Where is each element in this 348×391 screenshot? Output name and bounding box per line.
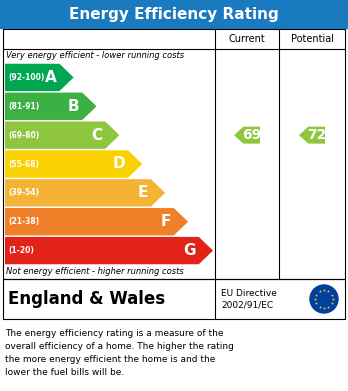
Polygon shape (5, 208, 188, 235)
Text: G: G (183, 243, 196, 258)
Text: EU Directive
2002/91/EC: EU Directive 2002/91/EC (221, 289, 277, 309)
Polygon shape (5, 93, 96, 120)
Bar (0, 0, 348, 28)
Polygon shape (5, 179, 165, 206)
Text: D: D (112, 156, 125, 172)
Polygon shape (5, 237, 213, 264)
Polygon shape (5, 122, 119, 149)
Text: Very energy efficient - lower running costs: Very energy efficient - lower running co… (6, 52, 184, 61)
Text: C: C (91, 127, 102, 143)
Text: B: B (68, 99, 79, 114)
Text: (92-100): (92-100) (8, 73, 45, 82)
Polygon shape (5, 64, 74, 91)
Bar (3, 29, 345, 279)
Text: The energy efficiency rating is a measure of the
overall efficiency of a home. T: The energy efficiency rating is a measur… (5, 329, 234, 377)
Circle shape (310, 285, 338, 313)
Text: (39-54): (39-54) (8, 188, 39, 197)
Text: (1-20): (1-20) (8, 246, 34, 255)
Text: (55-68): (55-68) (8, 160, 39, 169)
Text: (69-80): (69-80) (8, 131, 39, 140)
Text: England & Wales: England & Wales (8, 290, 165, 308)
Text: Not energy efficient - higher running costs: Not energy efficient - higher running co… (6, 267, 184, 276)
Text: E: E (137, 185, 148, 200)
Text: Potential: Potential (291, 34, 333, 44)
Text: 72: 72 (307, 128, 326, 142)
Text: F: F (160, 214, 171, 229)
Text: A: A (45, 70, 56, 85)
Text: (21-38): (21-38) (8, 217, 39, 226)
Bar (3, 279, 345, 319)
Polygon shape (5, 150, 142, 178)
Text: (81-91): (81-91) (8, 102, 39, 111)
Polygon shape (234, 127, 260, 143)
Text: 69: 69 (242, 128, 261, 142)
Text: Energy Efficiency Rating: Energy Efficiency Rating (69, 7, 279, 22)
Polygon shape (299, 127, 325, 143)
Text: Current: Current (229, 34, 266, 44)
